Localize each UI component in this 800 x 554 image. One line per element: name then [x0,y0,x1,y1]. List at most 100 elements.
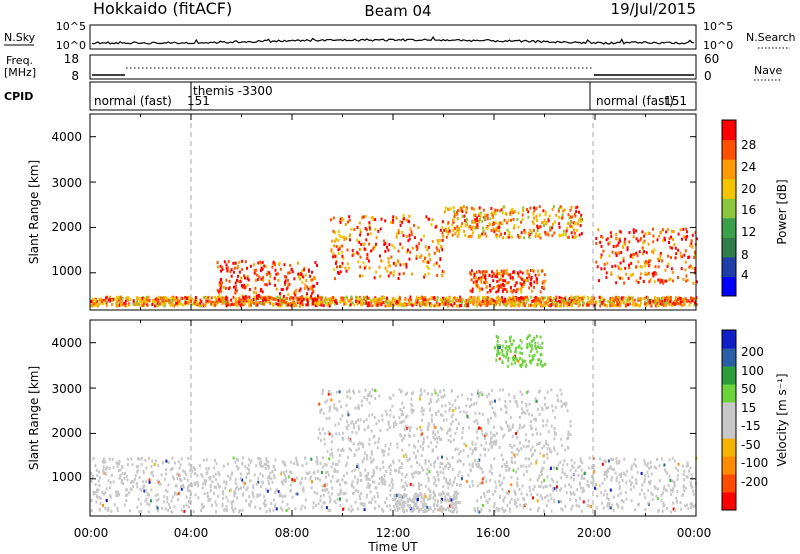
velocity-cell [564,484,567,488]
velocity-cell [382,479,385,483]
power-cell [427,246,430,249]
velocity-cell [684,504,687,508]
velocity-cell [670,492,672,496]
velocity-cell [559,488,562,492]
velocity-cell [550,388,553,392]
velocity-cell [598,484,601,488]
power-cell [225,278,228,282]
velocity-cell [413,471,416,475]
velocity-cell [177,460,180,464]
velocity-cell [656,457,658,461]
power-cell [342,218,345,222]
velocity-cell [486,394,488,398]
velocity-cell [530,339,533,343]
power-cell [578,296,581,300]
power-cell [419,296,422,300]
velocity-cell [440,492,443,496]
velocity-cell [117,462,120,466]
velocity-cell [261,481,264,485]
power-cell [313,301,316,305]
power-cell [293,304,296,308]
velocity-cell [222,496,225,500]
power-cell [495,296,498,300]
velocity-cell [448,508,450,512]
velocity-cell [419,394,422,398]
velocity-cell [556,394,559,398]
power-cell [495,221,498,225]
velocity-cell [515,401,518,405]
velocity-cell [377,495,380,499]
power-cell [600,234,603,238]
power-cell [501,289,504,293]
velocity-cell [400,420,403,424]
power-cell [628,231,631,234]
velocity-cell [498,344,501,348]
velocity-cell [357,442,360,446]
velocity-cell [481,481,484,485]
power-cell [576,205,579,209]
power-cell [668,241,670,244]
power-cell [559,304,562,308]
power-cell [637,239,640,243]
power-cell [475,270,478,274]
power-cell [243,283,246,287]
velocity-cell [509,444,512,447]
velocity-cell [374,500,377,504]
velocity-cell [327,509,330,512]
velocity-cell [472,449,475,453]
velocity-cell [657,509,660,513]
velocity-cell [620,472,623,476]
power-cell [287,282,290,286]
power-cell [670,267,673,271]
power-cell [669,296,672,299]
power-cell [436,303,439,307]
velocity-cell [431,392,433,396]
velocity-cell [663,485,666,489]
power-cell [508,235,511,239]
velocity-cell [222,490,224,493]
velocity-cell [533,417,536,421]
power-cell [538,273,541,277]
power-cell [452,219,455,223]
velocity-cell [632,485,635,489]
power-cell [479,211,482,215]
velocity-cell [402,454,405,458]
power-cell [216,261,219,265]
power-cell [386,269,388,273]
velocity-cell [155,499,158,502]
velocity-cell [610,478,613,482]
power-cell [413,236,416,240]
velocity-cell [635,478,638,482]
power-cell [246,283,249,287]
velocity-cell [389,468,392,472]
power-cell [330,301,333,305]
power-cell [275,287,278,291]
power-cell [277,299,280,302]
power-cell [537,298,540,302]
velocity-cell [314,504,317,507]
power-cell [682,227,685,231]
velocity-cell [560,487,563,491]
power-cell [643,300,646,304]
velocity-cell [410,465,413,469]
velocity-cell [498,357,501,361]
velocity-cell [465,411,468,415]
velocity-cell [484,432,487,436]
velocity-cell [529,478,532,482]
power-cell [507,298,509,302]
velocity-cell [205,458,208,462]
velocity-cell [450,422,453,426]
power-cell [384,219,387,223]
power-cell [337,248,340,252]
power-cell [392,303,395,307]
velocity-cell [650,465,652,469]
power-cell [284,282,287,286]
power-cell [491,213,494,217]
velocity-cell [486,432,489,436]
velocity-cell [498,508,501,511]
velocity-cell [291,477,294,481]
velocity-cell [237,466,240,470]
power-cell [335,260,338,264]
power-cell [476,297,479,301]
velocity-cell [354,406,357,410]
